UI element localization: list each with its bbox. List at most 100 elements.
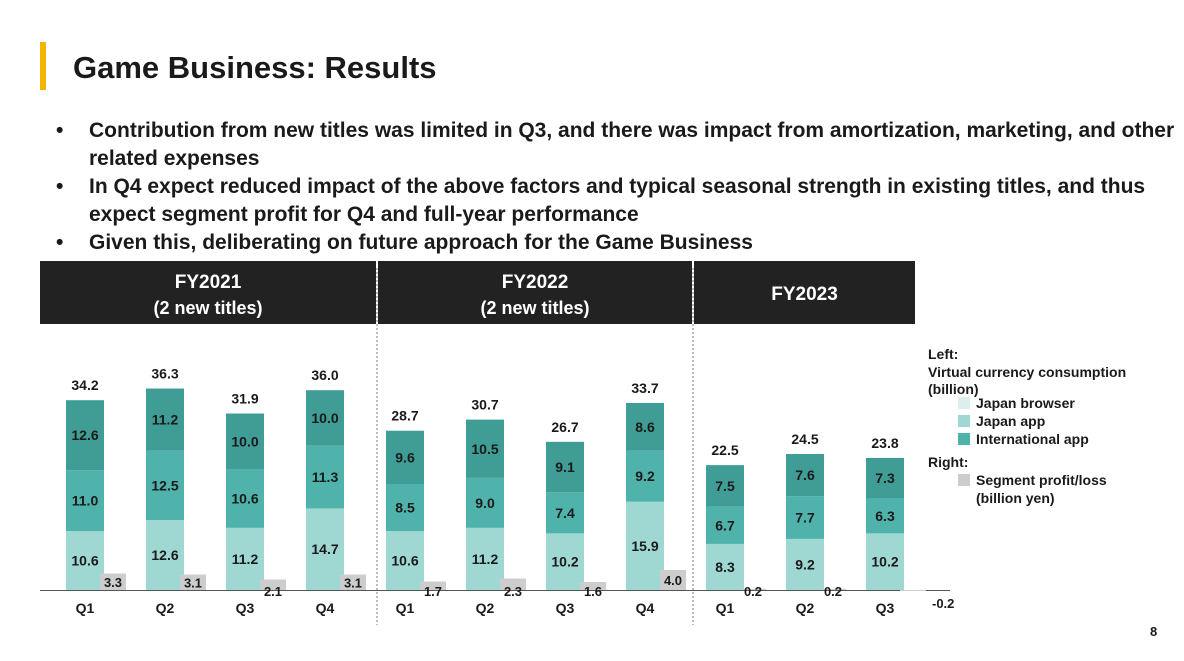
value-label-japan-app: 12.6: [151, 547, 178, 563]
value-label-international-app-top: 9.1: [555, 459, 575, 475]
value-label-total: 23.8: [871, 435, 898, 451]
legend-left-label: Left:: [928, 346, 958, 362]
value-label-segment: 0.2: [824, 584, 842, 599]
value-label-japan-app: 15.9: [631, 538, 658, 554]
value-label-japan-app: 10.6: [391, 553, 418, 569]
value-label-international-app: 6.3: [875, 508, 895, 524]
fy-header-label: FY2022: [502, 272, 569, 293]
value-label-international-app: 6.7: [715, 517, 735, 533]
bar-segment-profit: [900, 590, 926, 591]
value-label-international-app: 8.5: [395, 500, 415, 516]
value-label-international-app-top: 7.3: [875, 470, 895, 486]
value-label-international-app-top: 9.6: [395, 449, 415, 465]
bar-segment-profit: [500, 578, 526, 590]
bullet-item: Given this, deliberating on future appro…: [56, 229, 1184, 257]
value-label-international-app: 12.5: [151, 477, 178, 493]
value-label-japan-app: 11.2: [472, 551, 499, 567]
bar-segment-japan-app: [306, 508, 344, 590]
value-label-segment: 1.7: [424, 584, 442, 599]
value-label-total: 26.7: [551, 419, 578, 435]
quarter-tick-label: Q4: [636, 600, 655, 616]
legend-entry: Japan browser: [976, 395, 1075, 411]
bar-segment-japan-app: [66, 531, 104, 590]
bar-segment-international-app-top: [706, 465, 744, 507]
value-label-international-app: 11.3: [312, 469, 339, 485]
fy-header-label: FY2023: [771, 284, 838, 305]
fy-header-box: [40, 261, 376, 324]
quarter-tick-label: Q1: [396, 600, 415, 616]
bar-segment-international-app-top: [66, 400, 104, 471]
legend-swatch: [958, 433, 970, 445]
value-label-international-app-top: 7.6: [795, 467, 815, 483]
fy-header-sublabel: (2 new titles): [153, 298, 262, 318]
value-label-japan-app: 9.2: [795, 556, 815, 572]
bullet-item: Contribution from new titles was limited…: [56, 117, 1184, 173]
bar-segment-international-app: [146, 450, 184, 521]
value-label-japan-app: 10.2: [551, 554, 578, 570]
value-label-international-app-top: 12.6: [71, 427, 98, 443]
bar-segment-international-app-top: [866, 457, 904, 499]
quarter-tick-label: Q1: [76, 600, 95, 616]
bar-segment-international-app-top: [306, 390, 344, 446]
quarter-tick-label: Q1: [716, 600, 735, 616]
legend-left-title: Virtual currency consumption: [928, 364, 1126, 380]
bar-segment-international-app: [786, 496, 824, 539]
bar-segment-japan-app: [466, 527, 504, 590]
legend-entry-unit: (billion yen): [976, 490, 1055, 506]
quarter-tick-label: Q3: [236, 600, 255, 616]
value-label-total: 36.3: [151, 366, 178, 382]
bar-segment-international-app-top: [786, 454, 824, 497]
bar-segment-profit: [740, 589, 766, 590]
bar-segment-international-app-top: [386, 430, 424, 484]
bar-segment-international-app: [546, 492, 584, 534]
value-label-international-app: 7.4: [555, 505, 575, 521]
bar-segment-profit: [100, 573, 126, 590]
value-label-japan-app: 8.3: [715, 559, 735, 575]
bar-segment-japan-app: [786, 538, 824, 590]
bar-segment-international-app: [866, 498, 904, 534]
value-label-japan-app: 10.2: [871, 554, 898, 570]
value-label-international-app: 9.2: [635, 468, 655, 484]
bar-segment-japan-app: [706, 543, 744, 590]
value-label-segment: 4.0: [664, 573, 682, 588]
value-label-segment: 1.6: [584, 584, 602, 599]
value-label-international-app-top: 10.0: [311, 410, 338, 426]
bar-segment-international-app: [706, 506, 744, 544]
bar-segment-international-app: [626, 450, 664, 502]
fy-header-box: [378, 261, 692, 324]
fy-header-sublabel: (2 new titles): [480, 298, 589, 318]
legend-swatch: [958, 415, 970, 427]
bar-segment-japan-app: [226, 527, 264, 590]
value-label-international-app-top: 10.5: [471, 441, 498, 457]
value-label-total: 24.5: [791, 431, 818, 447]
legend-entry: Japan app: [976, 413, 1045, 429]
bar-segment-japan-app: [546, 533, 584, 590]
value-label-total: 30.7: [471, 397, 498, 413]
fy-header-label: FY2021: [175, 272, 242, 293]
bar-segment-profit: [180, 574, 206, 590]
bar-segment-profit: [580, 582, 606, 590]
legend-entry: Segment profit/loss: [976, 472, 1107, 488]
value-label-japan-app: 11.2: [232, 551, 259, 567]
fy-header-box: [694, 261, 915, 324]
quarter-tick-label: Q3: [556, 600, 575, 616]
value-label-total: 33.7: [631, 380, 658, 396]
bar-segment-profit: [660, 570, 686, 590]
value-label-total: 36.0: [311, 367, 338, 383]
value-label-segment: 2.1: [264, 584, 282, 599]
bar-segment-international-app: [466, 477, 504, 528]
value-label-international-app-top: 7.5: [715, 478, 735, 494]
value-label-total: 34.2: [71, 377, 98, 393]
legend-swatch: [958, 397, 970, 409]
quarter-tick-label: Q2: [476, 600, 495, 616]
page-number: 8: [1150, 624, 1158, 639]
bar-segment-international-app-top: [466, 419, 504, 478]
value-label-international-app-top: 10.0: [231, 433, 258, 449]
bar-segment-international-app-top: [546, 441, 584, 493]
bar-segment-profit: [260, 579, 286, 590]
bar-segment-international-app-top: [626, 402, 664, 451]
value-label-international-app: 10.6: [231, 490, 258, 506]
bar-segment-japan-app: [866, 533, 904, 590]
bar-segment-international-app: [66, 470, 104, 532]
